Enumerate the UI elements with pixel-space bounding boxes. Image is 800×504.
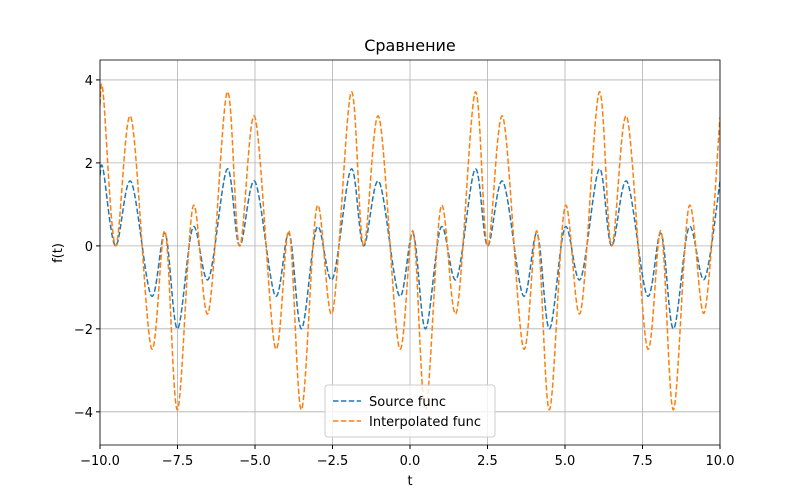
x-tick-label: −7.5 [162,454,194,469]
x-tick-label: 10.0 [706,454,735,469]
y-axis-label: f(t) [51,243,66,263]
x-axis-label: t [407,474,412,489]
x-tick-label: −5.0 [239,454,271,469]
y-tick-label: 4 [85,74,93,89]
y-tick-label: −4 [74,406,93,421]
line-series [100,83,720,411]
legend: Source func Interpolated func [324,384,496,438]
x-tick-label: −10.0 [80,454,120,469]
legend-box [324,384,496,438]
y-tick-label: 2 [85,157,93,172]
x-tick-label: 0.0 [400,454,421,469]
plot-frame [99,59,721,446]
x-tick-label: 2.5 [477,454,498,469]
x-tick-label: 7.5 [632,454,653,469]
y-tick-label: 0 [85,240,93,255]
x-tick-label: −2.5 [317,454,349,469]
y-tick-label: −2 [74,323,93,338]
legend-label: Source func [369,395,446,410]
line-series [100,164,720,330]
legend-label: Interpolated func [369,415,481,430]
chart-title: Сравнение [364,36,456,55]
x-tick-label: 5.0 [555,454,576,469]
